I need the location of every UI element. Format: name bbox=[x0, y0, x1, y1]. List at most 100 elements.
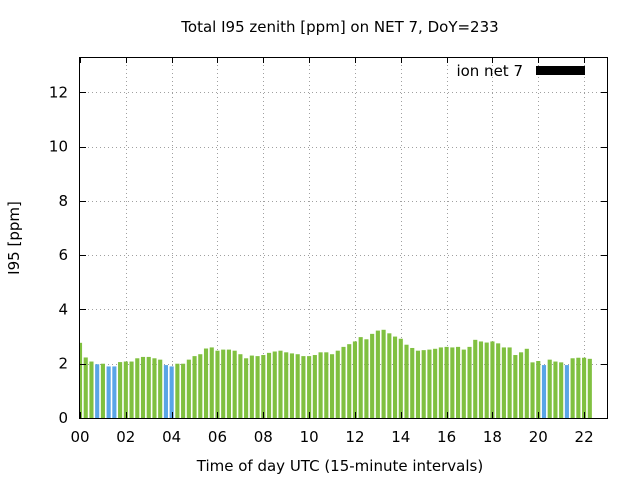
bar bbox=[135, 358, 140, 418]
bar bbox=[255, 356, 260, 418]
y-axis-ticks: 0 2 4 6 8 10 12 bbox=[49, 83, 607, 427]
x-tick-label: 10 bbox=[300, 428, 319, 446]
bar bbox=[203, 348, 209, 418]
bar bbox=[513, 355, 518, 418]
bar bbox=[541, 365, 547, 418]
x-axis-label: Time of day UTC (15-minute intervals) bbox=[196, 457, 483, 475]
bar bbox=[341, 346, 346, 418]
bar bbox=[324, 352, 329, 418]
bar bbox=[392, 336, 398, 418]
bar bbox=[129, 361, 134, 418]
bar bbox=[118, 362, 123, 418]
bar bbox=[450, 347, 455, 418]
bar bbox=[112, 366, 117, 418]
bar bbox=[547, 359, 552, 418]
y-tick-label: 6 bbox=[58, 246, 68, 264]
bar bbox=[582, 357, 587, 418]
bar bbox=[421, 350, 426, 418]
bar bbox=[576, 357, 581, 418]
bar bbox=[352, 341, 358, 418]
bar bbox=[587, 358, 592, 418]
bar bbox=[375, 330, 380, 418]
bar bbox=[364, 339, 369, 418]
y-axis-label: I95 [ppm] bbox=[5, 201, 23, 275]
bar bbox=[404, 344, 409, 418]
bar bbox=[244, 358, 249, 418]
bar bbox=[329, 354, 335, 418]
bars bbox=[80, 329, 592, 418]
bar bbox=[278, 350, 283, 418]
x-tick-label: 08 bbox=[254, 428, 273, 446]
bar bbox=[163, 365, 168, 418]
bar bbox=[266, 352, 272, 418]
bar bbox=[427, 349, 432, 418]
bar bbox=[496, 343, 501, 418]
bar bbox=[146, 356, 151, 418]
bar bbox=[564, 365, 569, 418]
bar bbox=[289, 353, 295, 418]
x-tick-label: 18 bbox=[483, 428, 502, 446]
bar bbox=[238, 354, 243, 418]
plot-frame bbox=[79, 57, 608, 419]
x-tick-label: 16 bbox=[437, 428, 456, 446]
bar bbox=[398, 338, 403, 418]
bar bbox=[536, 361, 541, 418]
bar bbox=[456, 346, 461, 418]
x-tick-label: 20 bbox=[529, 428, 548, 446]
bar bbox=[410, 347, 415, 418]
bar bbox=[181, 363, 186, 418]
bar bbox=[232, 350, 237, 418]
bar bbox=[158, 359, 163, 418]
bar bbox=[519, 352, 524, 418]
bar bbox=[318, 352, 323, 418]
legend: ion net 7 bbox=[456, 62, 585, 80]
bar bbox=[433, 348, 438, 418]
bar bbox=[381, 329, 386, 418]
y-tick-label: 8 bbox=[58, 192, 68, 210]
bar bbox=[221, 349, 226, 418]
bar bbox=[559, 362, 564, 418]
bar bbox=[83, 357, 88, 418]
x-tick-label: 06 bbox=[208, 428, 227, 446]
bar bbox=[307, 356, 312, 418]
x-tick-label: 02 bbox=[116, 428, 135, 446]
bar bbox=[415, 350, 421, 418]
bar bbox=[347, 344, 352, 418]
bar bbox=[123, 361, 128, 418]
legend-label: ion net 7 bbox=[456, 62, 523, 80]
chart-title: Total I95 zenith [ppm] on NET 7, DoY=233 bbox=[180, 18, 498, 36]
bar bbox=[89, 361, 94, 418]
x-tick-label: 12 bbox=[345, 428, 364, 446]
bar bbox=[152, 358, 157, 418]
bar bbox=[198, 354, 203, 418]
y-tick-label: 2 bbox=[58, 355, 68, 373]
bar bbox=[312, 355, 317, 418]
bar bbox=[524, 348, 529, 418]
bar bbox=[209, 347, 214, 418]
bar bbox=[478, 341, 484, 418]
bar bbox=[295, 354, 300, 418]
bar bbox=[249, 355, 254, 418]
bar bbox=[553, 361, 558, 418]
y-tick-label: 0 bbox=[58, 409, 68, 427]
bar bbox=[169, 366, 174, 418]
x-tick-label: 14 bbox=[391, 428, 410, 446]
bar bbox=[106, 366, 111, 418]
bar bbox=[284, 352, 289, 418]
x-tick-label: 22 bbox=[575, 428, 594, 446]
bar bbox=[473, 339, 478, 418]
bar bbox=[301, 356, 306, 418]
bar bbox=[192, 356, 197, 418]
y-tick-label: 12 bbox=[49, 83, 68, 101]
bar bbox=[186, 359, 191, 418]
bar bbox=[530, 362, 535, 418]
bar bbox=[95, 364, 100, 418]
bar bbox=[261, 355, 266, 418]
bar bbox=[467, 346, 472, 418]
bar bbox=[444, 346, 449, 418]
bar bbox=[484, 342, 489, 418]
bar bbox=[335, 350, 340, 418]
bar bbox=[461, 349, 466, 418]
bar bbox=[438, 347, 443, 418]
bar bbox=[570, 358, 575, 418]
